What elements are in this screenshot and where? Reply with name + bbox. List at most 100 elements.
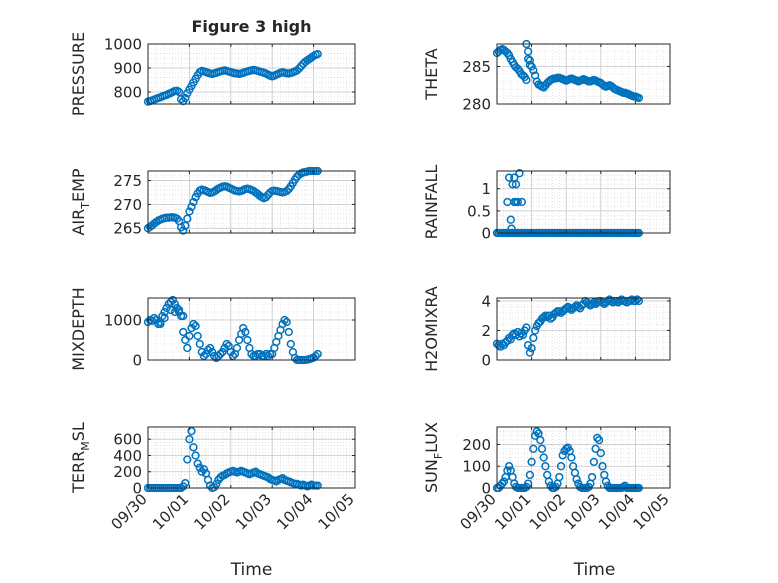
panel-7-data-point [263,473,273,482]
panel-8-data-point [558,451,567,460]
panel-8-x-tick-label: 10/01 [491,490,534,533]
panel-5-data-point [218,347,227,357]
panel-5-data-point [241,327,250,337]
panel-8-y-label: SUNFLUX [422,422,445,493]
panel-1-data-point [174,87,184,97]
panel-4-data-point [504,173,514,182]
panel-6-data-point [525,348,535,357]
panel-7-x-tick-label: 10/03 [232,490,275,533]
panel-8-data-point [537,444,547,453]
panel-6-axes-box [496,297,671,361]
panel-5-data-point [286,339,295,349]
panel-5-data-point [284,327,293,337]
panel-6-data-point [506,335,515,344]
panel-8-data-point [591,444,600,453]
panel-8-y-tick-label: 0 [481,480,491,498]
panel-7-data-point [216,473,225,482]
panel-5-data-point [183,343,192,353]
panel-5-data-point [168,295,177,305]
panel-3-data-point [187,202,196,211]
panel-5-data-point [187,323,196,333]
panel-7-data-point [212,479,221,489]
panel-5-data-point [162,303,171,313]
panel-3-data-point [185,207,194,216]
panel-1-y-tick-label: 1000 [104,36,142,54]
panel-3-data-point [189,197,198,207]
panel-5-data-point [203,345,213,355]
panel-3-data-point [172,214,182,223]
panel-8-data-point [498,479,507,488]
panel-6-data-point [530,326,540,335]
panel-5-data-point [150,313,159,323]
panel-3-data-point [183,214,192,223]
panel-2-data-point [523,47,533,56]
panel-7-data-point [278,474,287,483]
panel-2-data-point [522,75,531,85]
panel-4-y-tick-label: 0 [481,225,491,243]
panel-7-data-point [189,443,198,452]
panel-5-data-point [282,317,291,327]
panel-5-y-label: MIXDEPTH [69,287,88,370]
panel-5-data-point [226,347,235,357]
panel-8-x-tick-label: 10/05 [630,490,673,533]
panel-3-y-label: AIRTEMP [69,168,92,235]
panel-1-data-point [313,49,322,59]
panel-1-data-point [181,93,190,103]
panel-7-data-point [251,467,260,476]
panel-8-data-point [589,457,599,467]
panel-7-y-label: TERRMSL [69,422,92,494]
panel-6-data-point [598,298,607,307]
panel-3-axes-box [147,170,356,234]
panel-2-data-point [634,93,644,103]
panel-6-y-label: H2OMIXRA [422,286,441,372]
panel-5-data-point [205,343,215,353]
panel-5-data-point [222,339,231,349]
panel-6-data-point [527,344,536,353]
panel-2-y-tick-label: 285 [462,58,491,76]
panel-1-axes-box [147,43,356,105]
panel-6-y-tick-label: 0 [481,352,491,370]
panel-5-data-point [220,343,229,353]
panel-5-data-point [156,319,165,329]
panel-7-y-tick-label: 600 [113,431,142,449]
panel-7-x-label: Time [230,560,273,580]
panel-7-data-point [313,481,322,490]
panel-8-data-point [499,477,509,486]
panel-2-data-point [525,60,535,70]
panel-6-data-point [565,304,574,313]
panel-5-data-point [232,343,242,353]
panel-5-y-tick-label: 1000 [104,312,142,330]
panel-8-data-point [536,435,545,445]
panel-5-data-point [193,331,202,341]
panel-8-data-point [544,477,554,486]
panel-4-data-point [507,224,516,233]
panel-2-y-label: THETA [422,48,441,100]
panel-7-data-point [193,459,202,468]
panel-3-y-tick-label: 275 [113,172,142,190]
panel-1-y-tick-label: 900 [113,60,142,78]
panel-4-data-point [515,169,524,178]
panel-4-data-point [517,197,527,207]
panel-1-data-point [176,95,186,104]
panel-8-data-point [532,427,541,436]
panel-8-data-point [556,462,566,471]
panel-8-data-point [572,475,581,484]
panel-5-data-point [313,349,322,359]
panel-8-data-point [527,457,536,467]
panel-6-y-tick-label: 2 [481,322,491,340]
panel-5-data-point [195,339,204,349]
panel-7-x-tick-label: 10/04 [273,490,316,533]
panel-3-data-point [282,186,291,196]
panel-5-data-point [179,311,188,321]
panel-8-data-point [525,470,535,480]
panel-8-y-tick-label: 200 [462,436,491,454]
panel-5-data-point [189,319,198,329]
panel-1-data-point [292,66,302,75]
panel-5-data-point [191,321,200,331]
panel-3-y-tick-label: 265 [113,220,142,238]
panel-8-data-point [596,448,605,458]
panel-4-y-tick-label: 0.5 [467,202,491,220]
panel-8-data-point [601,477,611,486]
